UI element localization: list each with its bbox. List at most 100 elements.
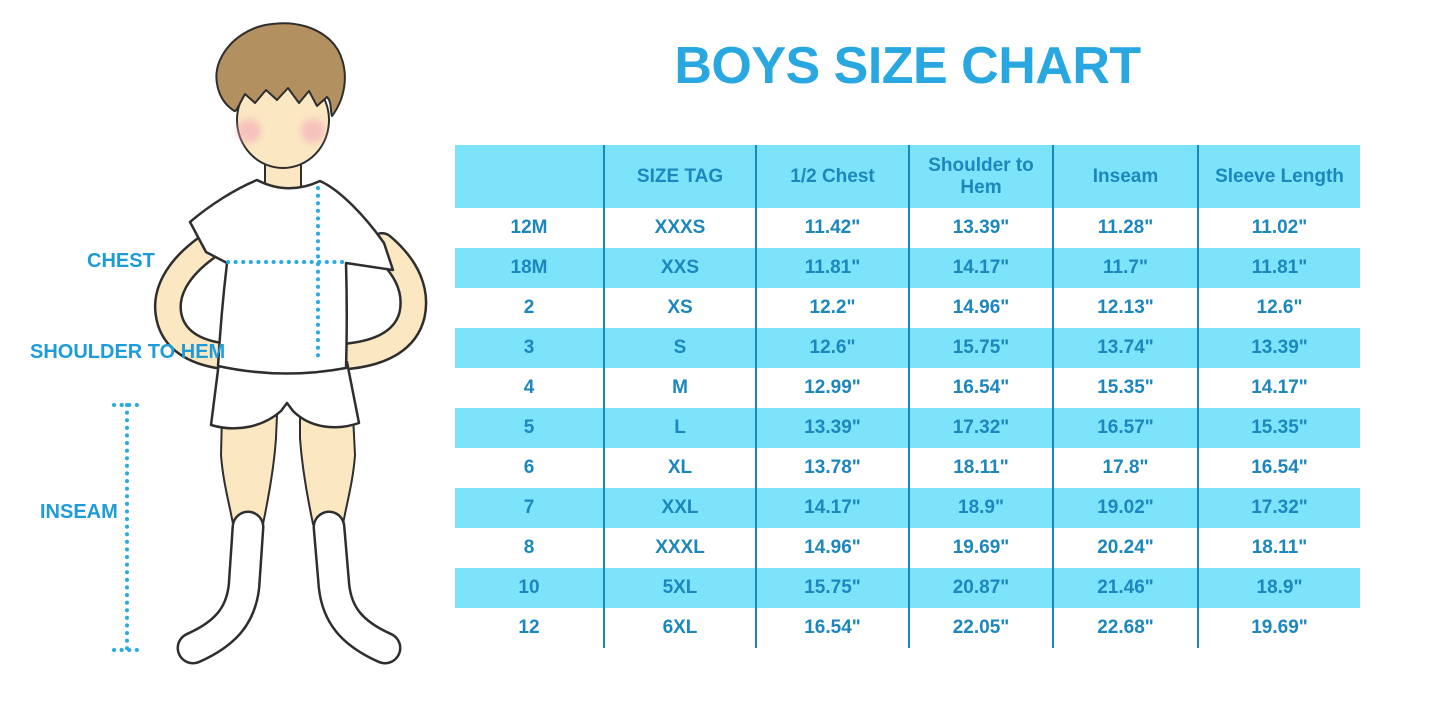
table-row: 2 XS 12.2" 14.96" 12.13" 12.6" bbox=[455, 288, 1360, 328]
left-leg bbox=[219, 414, 279, 525]
size-tag-cell: 5XL bbox=[603, 568, 755, 608]
header-sleeve-length: Sleeve Length bbox=[1197, 145, 1360, 208]
inseam-cell: 17.8" bbox=[1052, 448, 1197, 488]
inseam-cell: 19.02" bbox=[1052, 488, 1197, 528]
size-tag-cell: XXXL bbox=[603, 528, 755, 568]
inseam-cell: 12.13" bbox=[1052, 288, 1197, 328]
size-tag-cell: XXXS bbox=[603, 208, 755, 248]
shoulder-to-hem-cell: 15.75" bbox=[908, 328, 1052, 368]
table-row: 3 S 12.6" 15.75" 13.74" 13.39" bbox=[455, 328, 1360, 368]
size-cell: 6 bbox=[523, 457, 535, 478]
size-cell: 4 bbox=[523, 377, 535, 398]
page-title: BOYS SIZE CHART bbox=[674, 37, 1141, 95]
inseam-cell: 11.28" bbox=[1052, 208, 1197, 248]
half-chest-cell: 16.54" bbox=[755, 608, 908, 648]
table-row: 10 5XL 15.75" 20.87" 21.46" 18.9" bbox=[455, 568, 1360, 608]
header-half-chest: 1/2 Chest bbox=[755, 145, 908, 208]
right-sock bbox=[315, 513, 399, 662]
shoulder-to-hem-label: SHOULDER TO HEM bbox=[30, 341, 226, 363]
shoulder-to-hem-cell: 20.87" bbox=[908, 568, 1052, 608]
size-tag-cell: M bbox=[603, 368, 755, 408]
half-chest-cell: 14.17" bbox=[755, 488, 908, 528]
shoulder-to-hem-cell: 18.9" bbox=[908, 488, 1052, 528]
shoulder-to-hem-cell: 14.17" bbox=[908, 248, 1052, 288]
inseam-cell: 22.68" bbox=[1052, 608, 1197, 648]
half-chest-cell: 12.99" bbox=[755, 368, 908, 408]
table-row: 7 XXL 14.17" 18.9" 19.02" 17.32" bbox=[455, 488, 1360, 528]
size-tag-cell: XS bbox=[603, 288, 755, 328]
shoulder-to-hem-cell: 18.11" bbox=[908, 448, 1052, 488]
half-chest-cell: 11.42" bbox=[755, 208, 908, 248]
half-chest-cell: 14.96" bbox=[755, 528, 908, 568]
cheek-right bbox=[301, 119, 325, 143]
boy-measurement-illustration bbox=[112, 22, 428, 665]
sleeve-length-cell: 19.69" bbox=[1197, 608, 1360, 648]
size-cell: 7 bbox=[523, 497, 535, 518]
header-size-tag: SIZE TAG bbox=[603, 145, 755, 208]
sleeve-length-cell: 18.9" bbox=[1197, 568, 1360, 608]
shoulder-to-hem-cell: 19.69" bbox=[908, 528, 1052, 568]
size-cell: 5 bbox=[523, 417, 535, 438]
sleeve-length-cell: 14.17" bbox=[1197, 368, 1360, 408]
size-tag-cell: L bbox=[603, 408, 755, 448]
sleeve-length-cell: 12.6" bbox=[1197, 288, 1360, 328]
right-leg bbox=[299, 414, 357, 525]
table-row: 5 L 13.39" 17.32" 16.57" 15.35" bbox=[455, 408, 1360, 448]
shoulder-to-hem-cell: 13.39" bbox=[908, 208, 1052, 248]
header-inseam: Inseam bbox=[1052, 145, 1197, 208]
sleeve-length-cell: 15.35" bbox=[1197, 408, 1360, 448]
sleeve-length-cell: 17.32" bbox=[1197, 488, 1360, 528]
size-cell: 12 bbox=[518, 617, 540, 638]
sleeve-length-cell: 16.54" bbox=[1197, 448, 1360, 488]
half-chest-cell: 12.2" bbox=[755, 288, 908, 328]
half-chest-cell: 13.78" bbox=[755, 448, 908, 488]
table-row: 8 XXXL 14.96" 19.69" 20.24" 18.11" bbox=[455, 528, 1360, 568]
inseam-cell: 20.24" bbox=[1052, 528, 1197, 568]
inseam-label: INSEAM bbox=[40, 501, 118, 523]
inseam-cell: 13.74" bbox=[1052, 328, 1197, 368]
half-chest-cell: 12.6" bbox=[755, 328, 908, 368]
size-tag-cell: XXS bbox=[603, 248, 755, 288]
left-sock bbox=[179, 513, 262, 662]
inseam-cell: 11.7" bbox=[1052, 248, 1197, 288]
size-cell: 2 bbox=[523, 297, 535, 318]
inseam-cell: 15.35" bbox=[1052, 368, 1197, 408]
half-chest-cell: 15.75" bbox=[755, 568, 908, 608]
sleeve-length-cell: 11.81" bbox=[1197, 248, 1360, 288]
size-cell: 18M bbox=[510, 257, 548, 278]
sleeve-length-cell: 11.02" bbox=[1197, 208, 1360, 248]
size-cell: 12M bbox=[510, 217, 548, 238]
sleeve-length-cell: 13.39" bbox=[1197, 328, 1360, 368]
inseam-cell: 21.46" bbox=[1052, 568, 1197, 608]
measurement-lines bbox=[112, 186, 345, 652]
size-tag-cell: S bbox=[603, 328, 755, 368]
table-row: 4 M 12.99" 16.54" 15.35" 14.17" bbox=[455, 368, 1360, 408]
right-arm bbox=[338, 234, 425, 368]
table-row: 12M XXXS 11.42" 13.39" 11.28" 11.02" bbox=[455, 208, 1360, 248]
table-row: 12 6XL 16.54" 22.05" 22.68" 19.69" bbox=[455, 608, 1360, 648]
size-cell: 10 bbox=[518, 577, 540, 598]
half-chest-cell: 11.81" bbox=[755, 248, 908, 288]
inseam-cell: 16.57" bbox=[1052, 408, 1197, 448]
shoulder-to-hem-cell: 14.96" bbox=[908, 288, 1052, 328]
half-chest-cell: 13.39" bbox=[755, 408, 908, 448]
table-header-row: SIZE TAG 1/2 Chest Shoulder to Hem Insea… bbox=[455, 145, 1360, 208]
sleeve-length-cell: 18.11" bbox=[1197, 528, 1360, 568]
left-arm bbox=[156, 236, 234, 368]
shoulder-to-hem-cell: 17.32" bbox=[908, 408, 1052, 448]
shoulder-to-hem-cell: 22.05" bbox=[908, 608, 1052, 648]
hair bbox=[215, 22, 346, 117]
header-shoulder-to-hem: Shoulder to Hem bbox=[908, 145, 1052, 208]
size-cell: 3 bbox=[523, 337, 535, 358]
cheek-left bbox=[237, 119, 261, 143]
size-tag-cell: 6XL bbox=[603, 608, 755, 648]
table-row: 18M XXS 11.81" 14.17" 11.7" 11.81" bbox=[455, 248, 1360, 288]
size-tag-cell: XXL bbox=[603, 488, 755, 528]
size-table: SIZE TAG 1/2 Chest Shoulder to Hem Insea… bbox=[455, 145, 1360, 648]
size-tag-cell: XL bbox=[603, 448, 755, 488]
table-row: 6 XL 13.78" 18.11" 17.8" 16.54" bbox=[455, 448, 1360, 488]
size-table-body: 12M XXXS 11.42" 13.39" 11.28" 11.02" 18M… bbox=[455, 208, 1360, 648]
chest-label: CHEST bbox=[87, 250, 155, 272]
size-cell: 8 bbox=[523, 537, 535, 558]
